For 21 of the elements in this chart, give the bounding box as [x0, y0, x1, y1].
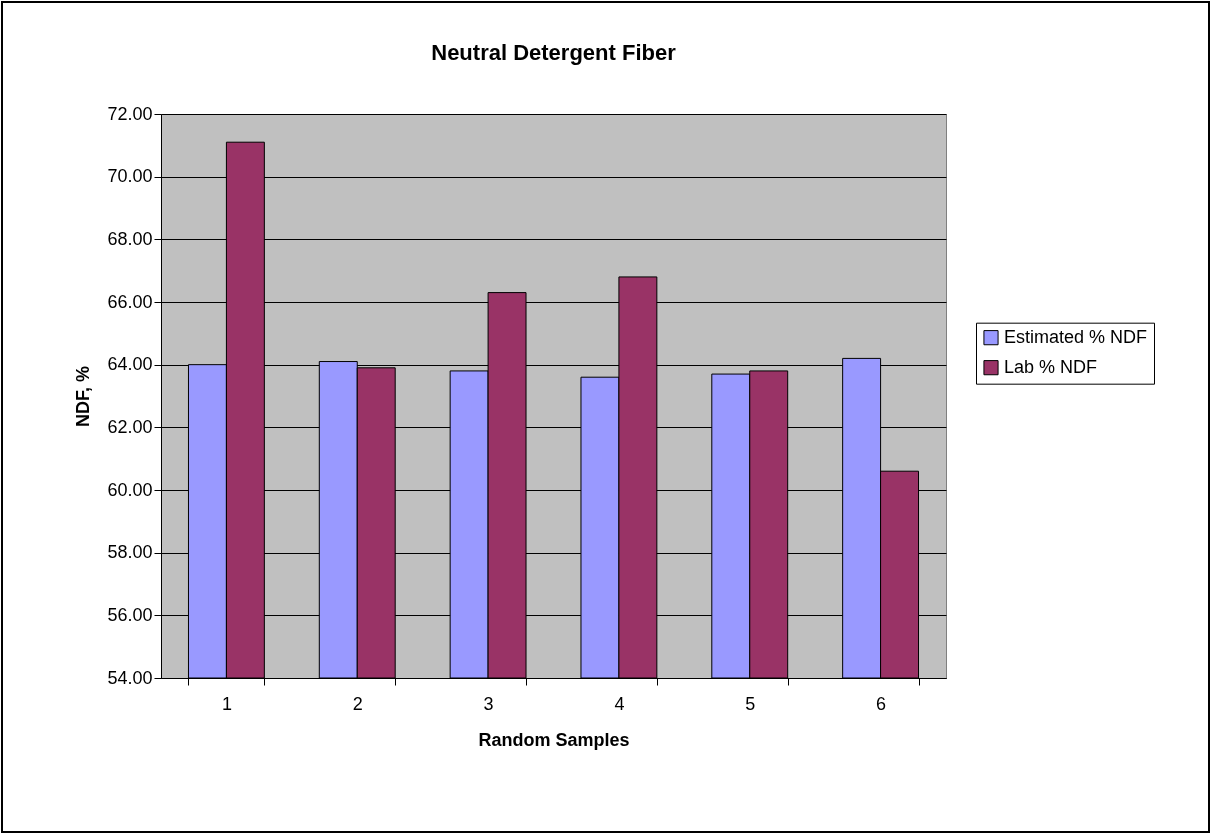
- y-tick-label: 58.00: [107, 542, 153, 563]
- y-tick-label: 72.00: [107, 103, 153, 124]
- x-tick-label: 3: [483, 693, 494, 714]
- legend-label: Lab % NDF: [1004, 356, 1098, 377]
- x-tick-label: 2: [352, 693, 363, 714]
- y-tick-label: 56.00: [107, 604, 153, 625]
- y-tick-label: 62.00: [107, 416, 153, 437]
- y-tick-label: 66.00: [107, 291, 153, 312]
- legend-label: Estimated % NDF: [1004, 326, 1148, 347]
- x-tick-label: 4: [614, 693, 625, 714]
- chart-title: Neutral Detergent Fiber: [431, 40, 677, 65]
- y-tick-label: 60.00: [107, 479, 153, 500]
- y-tick-label: 70.00: [107, 166, 153, 187]
- y-tick-label: 54.00: [107, 667, 153, 688]
- y-tick-label: 64.00: [107, 354, 153, 375]
- x-axis-title: Random Samples: [478, 729, 630, 750]
- y-tick-label: 68.00: [107, 228, 153, 249]
- x-tick-label: 5: [745, 693, 756, 714]
- x-tick-label: 6: [876, 693, 887, 714]
- y-axis-title: NDF, %: [73, 365, 94, 428]
- x-tick-label: 1: [221, 693, 232, 714]
